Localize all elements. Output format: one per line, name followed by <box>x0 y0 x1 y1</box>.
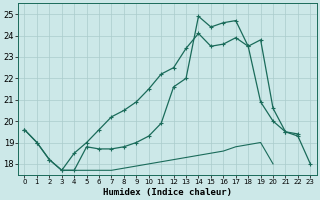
X-axis label: Humidex (Indice chaleur): Humidex (Indice chaleur) <box>103 188 232 197</box>
